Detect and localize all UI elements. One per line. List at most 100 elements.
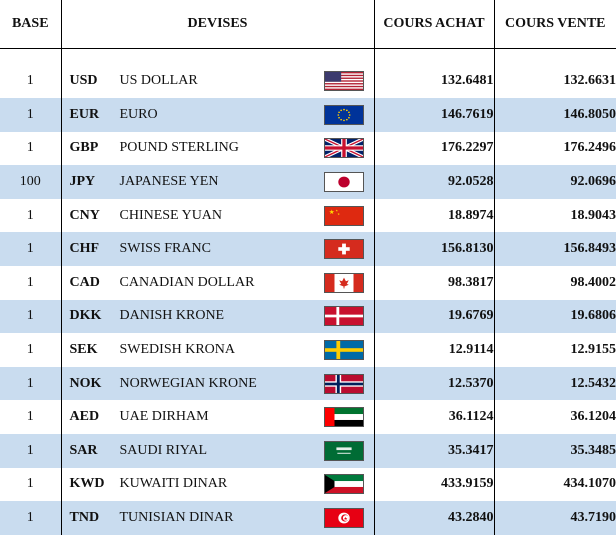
cours-vente-cell: 12.9155	[570, 341, 616, 357]
currency-cell: SAR SAUDI RIYAL	[61, 433, 375, 468]
cours-achat-cell: 176.2297	[374, 131, 495, 166]
table-row: 1 KWD KUWAITI DINAR 433.9159 434.1070	[0, 467, 616, 502]
cours-achat-cell: 12.5370	[374, 366, 495, 401]
base-cell: 100	[0, 165, 62, 199]
saudi-flag-icon	[323, 440, 364, 461]
header-cours-achat: COURS ACHAT	[374, 0, 495, 49]
swiss-flag-icon	[323, 239, 364, 260]
base-cell: 1	[0, 333, 62, 367]
cours-vente-cell: 35.3485	[570, 442, 616, 458]
currency-name: JAPANESE YEN	[119, 173, 219, 189]
table-row: 1 SAR SAUDI RIYAL 35.3417 35.3485	[0, 433, 616, 468]
china-flag-icon: ★ ★ ★	[323, 205, 364, 226]
currency-code: AED	[69, 409, 100, 425]
currency-cell: USD US DOLLAR	[61, 48, 375, 98]
us-flag-icon	[323, 71, 364, 92]
currency-code: JPY	[69, 173, 96, 189]
cours-vente-cell: 92.0696	[570, 173, 616, 189]
table-row: 1 CHF SWISS FRANC 156.8130 156.8493	[0, 232, 616, 266]
base-cell: 1	[0, 299, 62, 334]
currency-code: NOK	[69, 375, 102, 391]
tunisia-flag-icon: ★	[323, 507, 364, 528]
header-base: BASE	[0, 0, 62, 49]
svg-text:★: ★	[328, 208, 334, 216]
currency-name: POUND STERLING	[119, 140, 239, 156]
cours-vente-cell: 12.5432	[570, 375, 616, 391]
currency-cell: EUR EURO	[61, 98, 375, 132]
base-cell: 1	[0, 366, 62, 401]
currency-cell: SEK SWEDISH KRONA	[61, 333, 375, 367]
currency-code: DKK	[69, 308, 102, 324]
cours-vente-cell: 36.1204	[570, 409, 616, 425]
cours-vente-cell: 98.4002	[570, 274, 616, 290]
base-cell: 1	[0, 98, 62, 132]
currency-name: EURO	[119, 106, 158, 122]
eu-flag-icon	[323, 104, 364, 125]
cours-vente-cell: 132.6631	[563, 73, 616, 89]
currency-code: KWD	[69, 476, 105, 492]
table-row: 1 EUR EURO 146.7619 146.8050	[0, 98, 616, 132]
currency-name: DANISH KRONE	[119, 308, 225, 324]
cours-achat-cell: 156.8130	[374, 232, 495, 266]
uk-flag-icon	[323, 138, 364, 159]
sweden-flag-icon	[323, 339, 364, 360]
currency-name: US DOLLAR	[119, 73, 198, 89]
cours-vente-cell: 156.8493	[563, 241, 616, 257]
currency-name: UAE DIRHAM	[119, 409, 209, 425]
currency-code: CNY	[69, 207, 100, 223]
table-row: 1 GBP POUND STERLING 176.2297 176.2496	[0, 131, 616, 166]
currency-cell: DKK DANISH KRONE	[61, 299, 375, 334]
cours-achat-cell: 433.9159	[374, 467, 495, 502]
cours-achat-cell: 18.8974	[374, 198, 495, 233]
base-cell: 1	[0, 48, 62, 98]
currency-name: CHINESE YUAN	[119, 207, 223, 223]
currency-code: SAR	[69, 442, 98, 458]
cours-vente-cell: 43.7190	[570, 509, 616, 525]
currency-code: CHF	[69, 241, 100, 257]
cours-achat-cell: 19.6769	[374, 299, 495, 334]
kuwait-flag-icon	[323, 474, 364, 495]
japan-flag-icon	[323, 171, 364, 192]
table-row: 1 SEK SWEDISH KRONA 12.9114 12.9155	[0, 333, 616, 367]
table-row: 1 DKK DANISH KRONE 19.6769 19.6806	[0, 299, 616, 334]
table-row: 100 JPY JAPANESE YEN 92.0528 92.0696	[0, 165, 616, 199]
cours-vente-cell: 176.2496	[563, 140, 616, 156]
uae-flag-icon	[323, 407, 364, 428]
table-row: 1 USD US DOLLAR 132.6481 132.6631	[0, 48, 616, 98]
currency-code: TND	[69, 509, 100, 525]
currency-code: GBP	[69, 140, 99, 156]
norway-flag-icon	[323, 373, 364, 394]
currency-cell: CAD CANADIAN DOLLAR	[61, 265, 375, 300]
currency-cell: GBP POUND STERLING	[61, 131, 375, 166]
currency-cell: NOK NORWEGIAN KRONE	[61, 366, 375, 401]
cours-achat-cell: 12.9114	[374, 333, 495, 367]
currency-cell: KWD KUWAITI DINAR	[61, 467, 375, 502]
currency-cell: CHF SWISS FRANC	[61, 232, 375, 266]
currency-name: CANADIAN DOLLAR	[119, 274, 255, 290]
currency-code: EUR	[69, 106, 100, 122]
currency-cell: CNY CHINESE YUAN ★ ★ ★	[61, 198, 375, 233]
cours-achat-cell: 92.0528	[374, 165, 495, 199]
cours-vente-cell: 19.6806	[570, 308, 616, 324]
header-row: BASE DEVISES COURS ACHAT COURS VENTE	[0, 0, 616, 49]
table-row: 1 AED UAE DIRHAM 36.1124 36.1204	[0, 400, 616, 434]
base-cell: 1	[0, 265, 62, 300]
base-cell: 1	[0, 232, 62, 266]
currency-name: SWEDISH KRONA	[119, 341, 236, 357]
base-cell: 1	[0, 400, 62, 434]
header-devises: DEVISES	[61, 0, 375, 49]
currency-code: SEK	[69, 341, 98, 357]
header-cours-vente: COURS VENTE	[494, 0, 616, 49]
currency-code: CAD	[69, 274, 100, 290]
base-cell: 1	[0, 198, 62, 233]
svg-text:★: ★	[337, 212, 340, 216]
base-cell: 1	[0, 131, 62, 166]
table-row: 1 CAD CANADIAN DOLLAR 98.3817 98.4002	[0, 265, 616, 300]
base-cell: 1	[0, 501, 62, 535]
canada-flag-icon	[323, 272, 364, 293]
cours-achat-cell: 98.3817	[374, 265, 495, 300]
currency-name: SAUDI RIYAL	[119, 442, 208, 458]
currency-cell: JPY JAPANESE YEN	[61, 165, 375, 199]
cours-vente-cell: 146.8050	[563, 106, 616, 122]
